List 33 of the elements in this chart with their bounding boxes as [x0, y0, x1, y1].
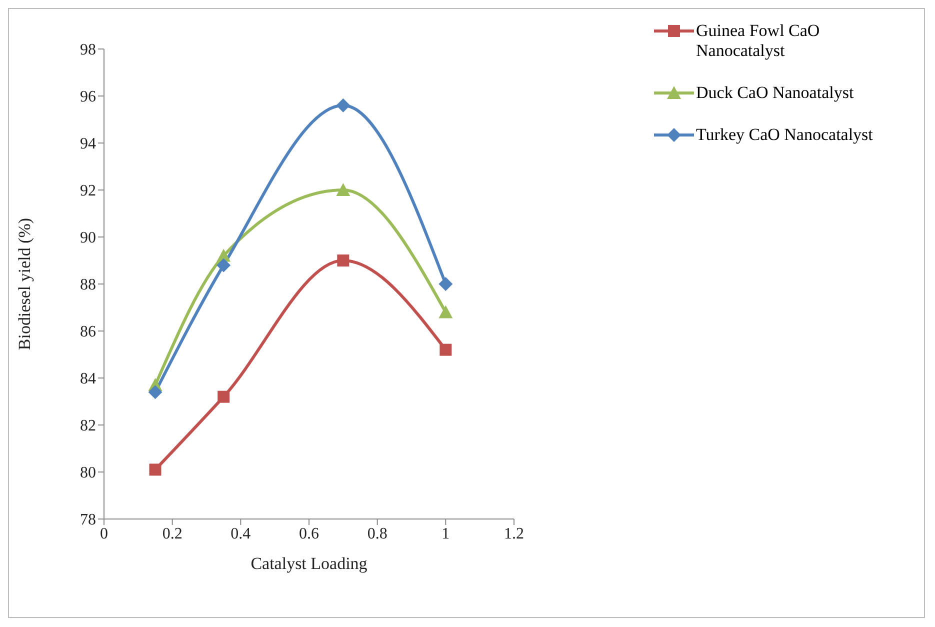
- point: [438, 305, 453, 318]
- y-tick-label: 80: [80, 464, 96, 482]
- x-tick-label: 1.2: [504, 525, 524, 542]
- x-tick-label: 0.8: [367, 525, 388, 542]
- point: [438, 277, 453, 291]
- x-tick-label: 0.6: [299, 525, 319, 542]
- x-tick-label: 0: [100, 525, 108, 542]
- point: [337, 254, 350, 266]
- y-axis-title: Biodiesel yield (%): [15, 218, 34, 350]
- y-tick-label: 78: [80, 512, 96, 529]
- y-tick-label: 86: [80, 324, 96, 341]
- point: [148, 385, 162, 400]
- legend-label: Duck CaO Nanoatalyst: [696, 83, 855, 103]
- y-tick-label: 94: [80, 136, 96, 153]
- point: [440, 344, 452, 356]
- point: [336, 183, 350, 196]
- legend-label: Guinea Fowl CaO Nanocatalyst: [696, 21, 821, 61]
- x-tick-label: 0.4: [230, 525, 251, 542]
- legend-label: Turkey CaO Nanocatalyst: [696, 125, 874, 145]
- point: [218, 390, 230, 403]
- y-tick-label: 92: [80, 182, 96, 200]
- point: [336, 98, 350, 112]
- x-tick-label: 1: [442, 525, 450, 542]
- x-axis-title: Catalyst Loading: [250, 554, 368, 573]
- y-tick-label: 82: [80, 418, 96, 435]
- y-tick-label: 90: [80, 230, 96, 247]
- x-tick-label: 0.2: [162, 525, 182, 542]
- y-tick-label: 84: [80, 370, 96, 388]
- y-tick-label: 98: [80, 42, 96, 59]
- point: [149, 464, 162, 476]
- y-tick-label: 96: [80, 88, 96, 106]
- y-tick-label: 88: [80, 276, 96, 294]
- point: [216, 258, 231, 272]
